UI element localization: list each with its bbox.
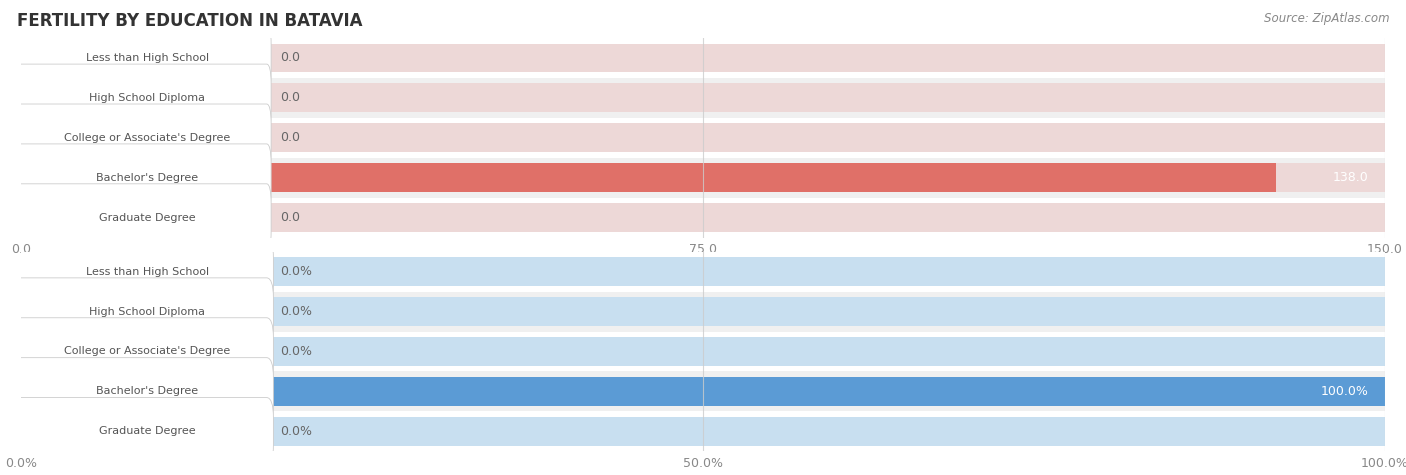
- Bar: [21, 198, 1385, 238]
- Text: Less than High School: Less than High School: [86, 266, 209, 277]
- Bar: [21, 292, 1385, 332]
- Bar: [21, 377, 1385, 406]
- Text: Graduate Degree: Graduate Degree: [98, 426, 195, 437]
- FancyBboxPatch shape: [17, 104, 271, 171]
- Bar: [21, 44, 1385, 72]
- Text: 0.0%: 0.0%: [280, 265, 312, 278]
- Text: High School Diploma: High School Diploma: [89, 306, 205, 317]
- Bar: [21, 257, 1385, 286]
- Bar: [21, 124, 1385, 152]
- Text: Bachelor's Degree: Bachelor's Degree: [96, 172, 198, 183]
- Text: Less than High School: Less than High School: [86, 53, 209, 63]
- FancyBboxPatch shape: [17, 24, 271, 92]
- FancyBboxPatch shape: [14, 278, 273, 345]
- Bar: [21, 203, 1385, 232]
- Bar: [21, 163, 1275, 192]
- FancyBboxPatch shape: [14, 318, 273, 385]
- Text: College or Associate's Degree: College or Associate's Degree: [65, 133, 231, 143]
- Text: 0.0: 0.0: [280, 51, 301, 65]
- Bar: [21, 163, 1385, 192]
- Text: 0.0: 0.0: [280, 91, 301, 104]
- FancyBboxPatch shape: [17, 64, 271, 132]
- Bar: [21, 337, 1385, 366]
- Text: Graduate Degree: Graduate Degree: [98, 212, 195, 223]
- Text: Bachelor's Degree: Bachelor's Degree: [96, 386, 198, 397]
- Text: 0.0%: 0.0%: [280, 345, 312, 358]
- Bar: [21, 118, 1385, 158]
- Bar: [21, 417, 1385, 446]
- Bar: [21, 332, 1385, 371]
- Bar: [21, 84, 1385, 112]
- Text: 100.0%: 100.0%: [1320, 385, 1368, 398]
- Text: 0.0%: 0.0%: [280, 305, 312, 318]
- Text: 0.0: 0.0: [280, 211, 301, 224]
- FancyBboxPatch shape: [14, 358, 273, 425]
- FancyBboxPatch shape: [14, 238, 273, 305]
- Text: High School Diploma: High School Diploma: [89, 93, 205, 103]
- Bar: [21, 371, 1385, 411]
- FancyBboxPatch shape: [17, 144, 271, 211]
- Text: 138.0: 138.0: [1333, 171, 1368, 184]
- Bar: [21, 411, 1385, 451]
- Text: FERTILITY BY EDUCATION IN BATAVIA: FERTILITY BY EDUCATION IN BATAVIA: [17, 12, 363, 30]
- Bar: [21, 297, 1385, 326]
- Bar: [21, 78, 1385, 118]
- Text: College or Associate's Degree: College or Associate's Degree: [65, 346, 231, 357]
- Bar: [21, 38, 1385, 78]
- FancyBboxPatch shape: [17, 184, 271, 251]
- FancyBboxPatch shape: [14, 398, 273, 465]
- Text: Source: ZipAtlas.com: Source: ZipAtlas.com: [1264, 12, 1389, 25]
- Text: 0.0%: 0.0%: [280, 425, 312, 438]
- Text: 0.0: 0.0: [280, 131, 301, 144]
- Bar: [21, 252, 1385, 292]
- Bar: [21, 377, 1385, 406]
- Bar: [21, 158, 1385, 198]
